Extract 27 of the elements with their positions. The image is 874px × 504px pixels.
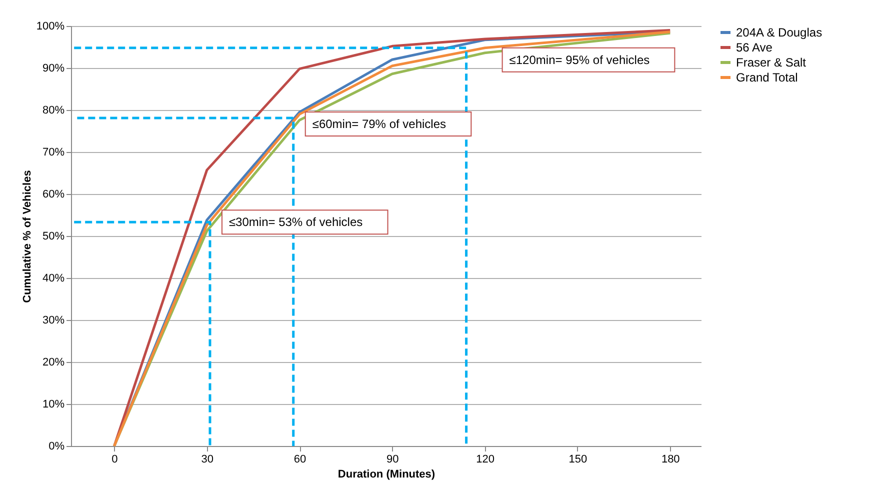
y-tick-label: 10% bbox=[42, 398, 65, 410]
y-tick-label: 50% bbox=[42, 230, 65, 242]
y-tick-label: 30% bbox=[42, 314, 65, 326]
annotation: ≤30min= 53% of vehicles bbox=[228, 215, 363, 230]
x-tick-label: 120 bbox=[476, 454, 495, 466]
y-tick-label: 90% bbox=[42, 62, 65, 74]
x-tick-label: 0 bbox=[112, 454, 118, 466]
annotation: ≤120min= 95% of vehicles bbox=[509, 52, 650, 67]
y-tick-label: 100% bbox=[36, 20, 65, 32]
x-tick-label: 60 bbox=[294, 454, 306, 466]
x-tick-label: 30 bbox=[201, 454, 214, 466]
y-axis-title: Cumulative % of Vehicles bbox=[21, 170, 34, 303]
x-tick-label: 180 bbox=[661, 454, 680, 466]
legend-label: Fraser & Salt bbox=[736, 56, 807, 70]
y-tick-label: 0% bbox=[48, 440, 65, 452]
y-tick-label: 20% bbox=[42, 356, 65, 368]
annotation: ≤60min= 79% of vehicles bbox=[312, 116, 446, 131]
y-tick-label: 40% bbox=[42, 272, 65, 284]
legend-label: Grand Total bbox=[736, 70, 798, 84]
x-axis-title: Duration (Minutes) bbox=[338, 468, 436, 480]
legend-label: 204A & Douglas bbox=[736, 26, 822, 40]
x-tick-label: 150 bbox=[568, 454, 588, 466]
y-tick-label: 60% bbox=[42, 188, 65, 200]
legend-label: 56 Ave bbox=[736, 40, 773, 54]
x-tick-label: 90 bbox=[386, 454, 399, 466]
y-tick-label: 70% bbox=[42, 146, 65, 158]
y-tick-label: 80% bbox=[42, 104, 65, 116]
